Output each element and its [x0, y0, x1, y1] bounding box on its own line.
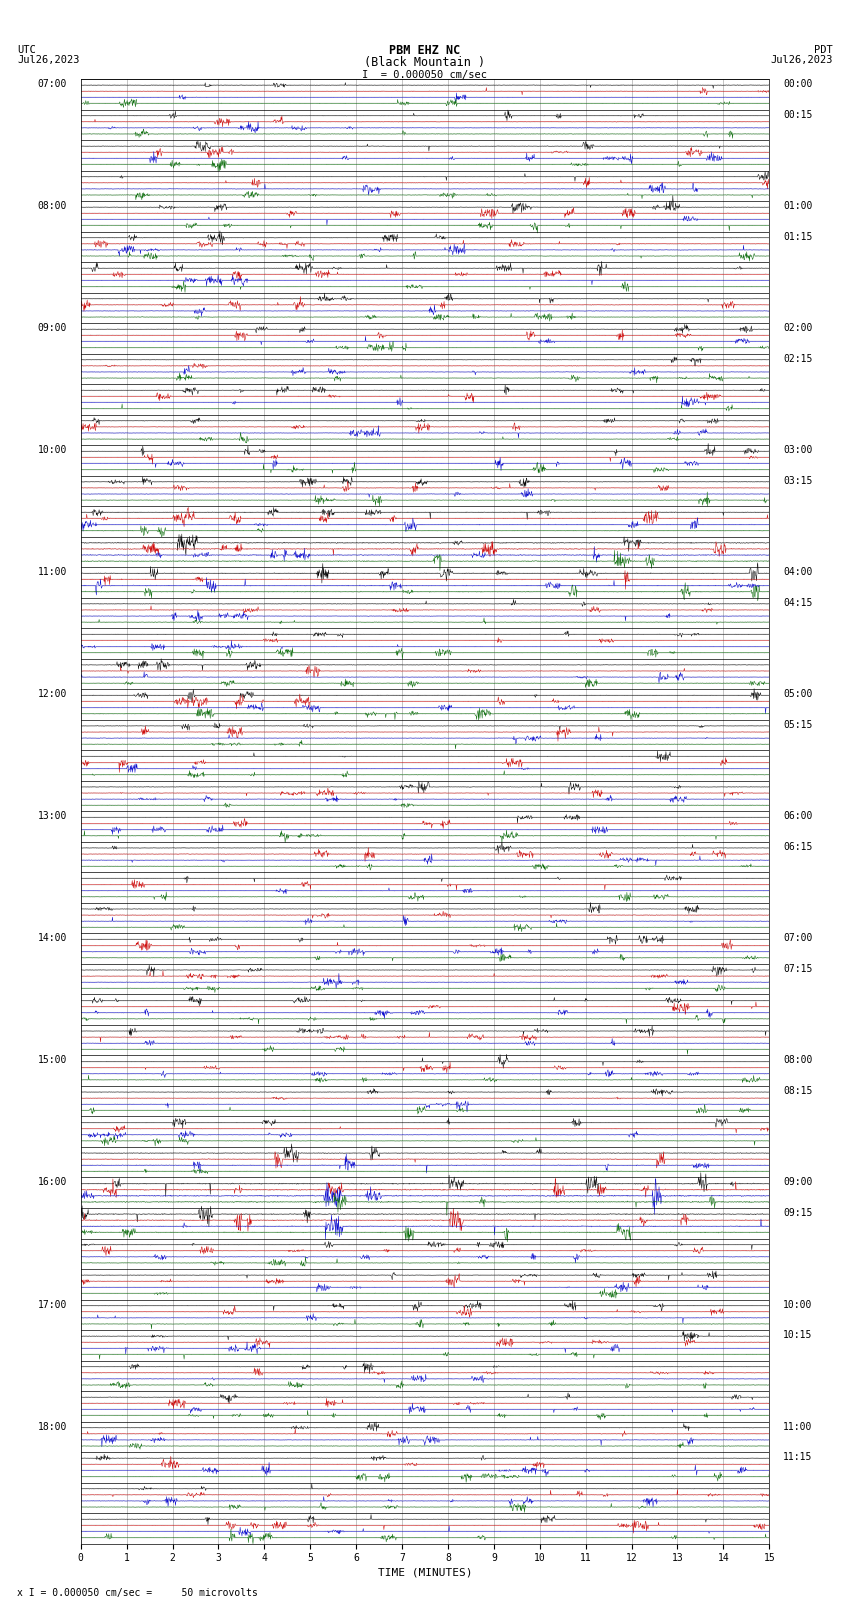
Text: 10:00: 10:00	[37, 445, 67, 455]
Text: 06:00: 06:00	[783, 811, 813, 821]
Text: 11:00: 11:00	[37, 568, 67, 577]
Text: 16:00: 16:00	[37, 1177, 67, 1187]
Text: 07:00: 07:00	[783, 934, 813, 944]
Text: 07:00: 07:00	[37, 79, 67, 89]
Text: 06:15: 06:15	[783, 842, 813, 852]
Text: 11:00: 11:00	[783, 1421, 813, 1432]
Text: 14:00: 14:00	[37, 934, 67, 944]
Text: 01:15: 01:15	[783, 232, 813, 242]
Text: 00:00: 00:00	[783, 79, 813, 89]
Text: 17:00: 17:00	[37, 1300, 67, 1310]
Text: 08:15: 08:15	[783, 1086, 813, 1095]
Text: 11:15: 11:15	[783, 1452, 813, 1461]
Text: 00:15: 00:15	[783, 110, 813, 119]
Text: 03:15: 03:15	[783, 476, 813, 486]
Text: 13:00: 13:00	[37, 811, 67, 821]
Text: UTC: UTC	[17, 45, 36, 55]
Text: 03:00: 03:00	[783, 445, 813, 455]
Text: 01:00: 01:00	[783, 202, 813, 211]
Text: 04:00: 04:00	[783, 568, 813, 577]
Text: (Black Mountain ): (Black Mountain )	[365, 56, 485, 69]
Text: Jul26,2023: Jul26,2023	[17, 55, 80, 65]
X-axis label: TIME (MINUTES): TIME (MINUTES)	[377, 1568, 473, 1578]
Text: I  = 0.000050 cm/sec: I = 0.000050 cm/sec	[362, 69, 488, 79]
Text: 09:00: 09:00	[783, 1177, 813, 1187]
Text: 15:00: 15:00	[37, 1055, 67, 1066]
Text: 09:00: 09:00	[37, 323, 67, 334]
Text: 05:00: 05:00	[783, 689, 813, 700]
Text: 12:00: 12:00	[37, 689, 67, 700]
Text: 18:00: 18:00	[37, 1421, 67, 1432]
Text: 08:00: 08:00	[37, 202, 67, 211]
Text: 05:15: 05:15	[783, 719, 813, 729]
Text: 10:00: 10:00	[783, 1300, 813, 1310]
Text: 09:15: 09:15	[783, 1208, 813, 1218]
Text: x I = 0.000050 cm/sec =     50 microvolts: x I = 0.000050 cm/sec = 50 microvolts	[17, 1589, 258, 1598]
Text: 02:00: 02:00	[783, 323, 813, 334]
Text: PBM EHZ NC: PBM EHZ NC	[389, 44, 461, 58]
Text: 02:15: 02:15	[783, 353, 813, 363]
Text: 08:00: 08:00	[783, 1055, 813, 1066]
Text: PDT: PDT	[814, 45, 833, 55]
Text: 10:15: 10:15	[783, 1331, 813, 1340]
Text: 07:15: 07:15	[783, 965, 813, 974]
Text: Jul26,2023: Jul26,2023	[770, 55, 833, 65]
Text: 04:15: 04:15	[783, 598, 813, 608]
